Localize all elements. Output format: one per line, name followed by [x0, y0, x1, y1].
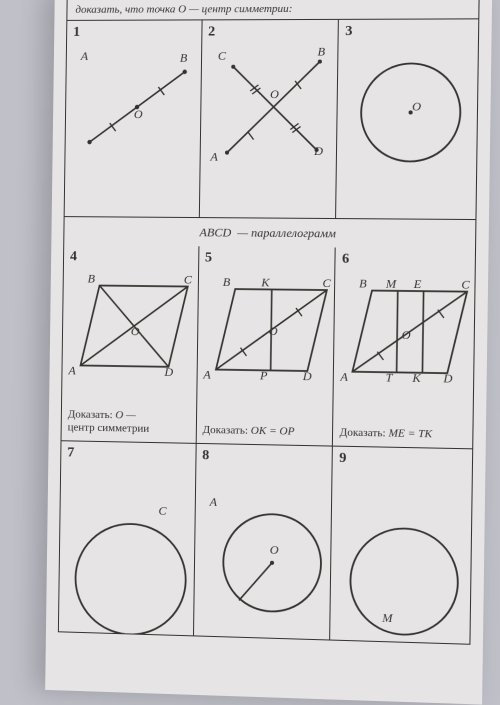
label-M: M	[382, 611, 393, 627]
cell-2: 2 A B C D O	[199, 20, 339, 218]
cell-1: 1 A B O [data-name="cell-1"] [data-name=…	[65, 20, 203, 217]
cell-3: 3 O	[336, 19, 478, 219]
caption-4-prefix: Доказать:	[68, 408, 113, 421]
row-2: 4 A B C D O Доказать: O — центр симметри…	[61, 245, 477, 449]
label-A: A	[210, 495, 218, 510]
label-C: C	[218, 49, 226, 64]
label-D: D	[164, 365, 173, 380]
caption-4: Доказать: O — центр симметрии	[68, 408, 190, 437]
caption-4-line2: центр симметрии	[68, 421, 150, 435]
middle-text: — параллелограмм	[237, 225, 336, 241]
row-1: 1 A B O [data-name="cell-1"] [data-name=…	[64, 18, 480, 220]
label-O: O	[131, 324, 140, 339]
label-B: B	[88, 271, 96, 286]
label-O: O	[269, 324, 278, 339]
label-K: K	[412, 371, 421, 386]
label-A: A	[340, 369, 348, 384]
figure-1-segment	[71, 26, 203, 167]
caption-6-prefix: Доказать:	[339, 426, 385, 439]
caption-6-eq: ME = TK	[388, 427, 432, 440]
caption-5-prefix: Доказать:	[202, 424, 248, 437]
label-D: D	[303, 369, 312, 384]
label-O: O	[412, 99, 421, 114]
row-3: 7 C 8 A O 9 M	[58, 441, 473, 645]
label-C: C	[184, 272, 192, 287]
worksheet-page: доказать, что точка O — центр симметрии:…	[45, 0, 492, 705]
label-C: C	[461, 277, 470, 292]
header-text: доказать, что точка O — центр симметрии:	[75, 2, 292, 15]
header-instruction: доказать, что точка O — центр симметрии:	[66, 0, 479, 20]
label-B: B	[180, 51, 188, 66]
middle-instruction: ABCD — параллелограмм	[63, 217, 476, 249]
cell-6: 6 A B C D M E T K O Доказать: ME = TK	[333, 247, 475, 448]
label-T: T	[385, 370, 392, 385]
figure-9	[337, 453, 473, 644]
label-P: P	[260, 368, 268, 383]
label-A: A	[210, 150, 218, 165]
label-D: D	[443, 371, 452, 386]
label-C: C	[158, 504, 166, 519]
cell-4: 4 A B C D O Доказать: O — центр симметри…	[62, 245, 200, 443]
label-A: A	[203, 367, 211, 382]
label-B: B	[317, 44, 325, 59]
label-A: A	[68, 363, 76, 378]
label-K: K	[261, 275, 269, 290]
label-A: A	[81, 49, 89, 64]
label-E: E	[414, 277, 422, 292]
label-B: B	[359, 276, 367, 291]
cell-5: 5 A B C D K P O Доказать: OK = OP	[196, 246, 336, 445]
label-C: C	[322, 276, 330, 291]
abcd-label: ABCD	[199, 225, 231, 240]
label-O: O	[401, 328, 410, 343]
cell-9: 9 M	[330, 447, 472, 644]
caption-4-var: O —	[115, 409, 136, 421]
label-M: M	[386, 276, 397, 291]
caption-6: Доказать: ME = TK	[339, 426, 466, 442]
label-B: B	[223, 275, 231, 290]
figure-7	[65, 447, 197, 635]
label-O: O	[270, 543, 279, 558]
label-O: O	[270, 87, 279, 102]
label-O: O	[134, 107, 143, 122]
label-D: D	[314, 144, 323, 159]
caption-5: Доказать: OK = OP	[202, 424, 326, 440]
figure-8	[200, 450, 334, 639]
cell-7: 7 C	[59, 441, 196, 635]
cell-8: 8 A O	[194, 444, 334, 640]
caption-5-eq: OK = OP	[251, 425, 295, 438]
